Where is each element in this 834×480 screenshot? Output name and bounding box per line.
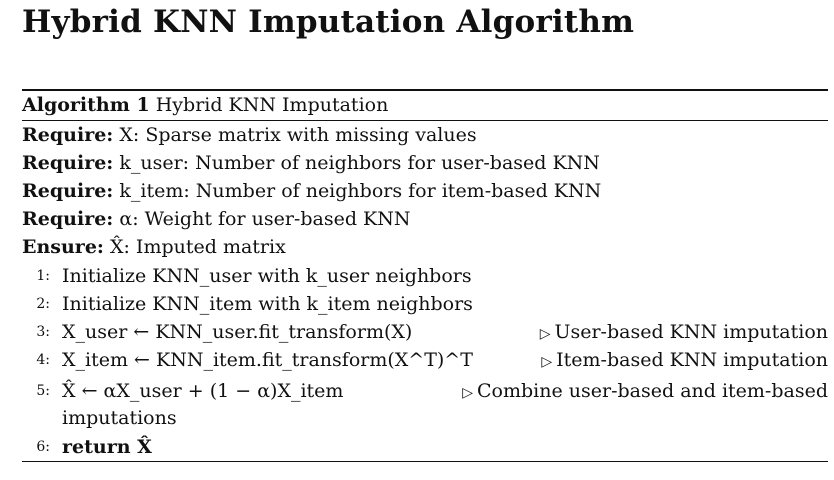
require-keyword: Require:: [22, 208, 114, 230]
require-text: k_user: Number of neighbors for user-bas…: [119, 152, 600, 174]
ensure-text: X̂: Imputed matrix: [109, 236, 286, 258]
algorithm-bottom-rule: [22, 461, 828, 462]
algorithm-step: 1: Initialize KNN_user with k_user neigh…: [22, 262, 828, 290]
require-keyword: Require:: [22, 124, 114, 146]
algorithm-caption-rule: [22, 120, 828, 121]
step-number: 4:: [36, 352, 50, 368]
require-line-kuser: Require: k_user: Number of neighbors for…: [22, 149, 828, 177]
step-statement: return X̂: [62, 436, 152, 458]
comment-triangle-icon: ▷: [541, 354, 553, 370]
step-number: 6:: [36, 439, 50, 455]
require-text: k_item: Number of neighbors for item-bas…: [119, 180, 602, 202]
page-title: Hybrid KNN Imputation Algorithm: [22, 4, 635, 40]
require-text: α: Weight for user-based KNN: [119, 208, 411, 230]
step-comment: ▷ Combine user-based and item-based: [462, 377, 828, 407]
step-statement: X̂ ← αX_user + (1 − α)X_item: [62, 380, 344, 402]
step-statement: Initialize KNN_item with k_item neighbor…: [62, 293, 473, 315]
algorithm-step: 4: X_item ← KNN_item.fit_transform(X^T)^…: [22, 346, 828, 374]
step-comment: ▷ User-based KNN imputation: [540, 318, 828, 348]
step-statement: X_item ← KNN_item.fit_transform(X^T)^T: [62, 349, 473, 371]
comment-triangle-icon: ▷: [539, 326, 551, 342]
step-number: 1:: [36, 268, 50, 284]
require-line-kitem: Require: k_item: Number of neighbors for…: [22, 177, 828, 205]
ensure-keyword: Ensure:: [22, 236, 104, 258]
step-number: 3:: [36, 324, 50, 340]
algorithm-name: Hybrid KNN Imputation: [155, 94, 389, 116]
algorithm-caption: Algorithm 1 Hybrid KNN Imputation: [22, 91, 388, 120]
step-comment-text: User-based KNN imputation: [554, 321, 828, 343]
step-comment-text: Item-based KNN imputation: [556, 349, 828, 371]
step-number: 5:: [36, 383, 50, 399]
step-statement: Initialize KNN_user with k_user neighbor…: [62, 265, 472, 287]
algorithm-step: 2: Initialize KNN_item with k_item neigh…: [22, 290, 828, 318]
require-keyword: Require:: [22, 180, 114, 202]
step-comment-text: Combine user-based and item-based: [477, 380, 828, 402]
algorithm-step: 3: X_user ← KNN_user.fit_transform(X) ▷ U…: [22, 318, 828, 346]
ensure-line: Ensure: X̂: Imputed matrix: [22, 233, 828, 261]
step-number: 2:: [36, 296, 50, 312]
algorithm-step-continuation: imputations: [22, 404, 828, 432]
algorithm-step: 6: return X̂: [22, 433, 828, 461]
algorithm-label: Algorithm 1: [22, 94, 150, 116]
require-line-data: Require: X: Sparse matrix with missing v…: [22, 121, 828, 149]
algorithm-step: 5: X̂ ← αX_user + (1 − α)X_item ▷ Combine…: [22, 377, 828, 405]
require-line-alpha: Require: α: Weight for user-based KNN: [22, 205, 828, 233]
step-statement: X_user ← KNN_user.fit_transform(X): [62, 321, 413, 343]
algorithm-top-rule: [22, 89, 828, 91]
require-text: X: Sparse matrix with missing values: [119, 124, 477, 146]
step-comment: ▷ Item-based KNN imputation: [541, 346, 828, 376]
step-continuation-text: imputations: [62, 407, 177, 429]
comment-triangle-icon: ▷: [462, 385, 474, 401]
require-keyword: Require:: [22, 152, 114, 174]
